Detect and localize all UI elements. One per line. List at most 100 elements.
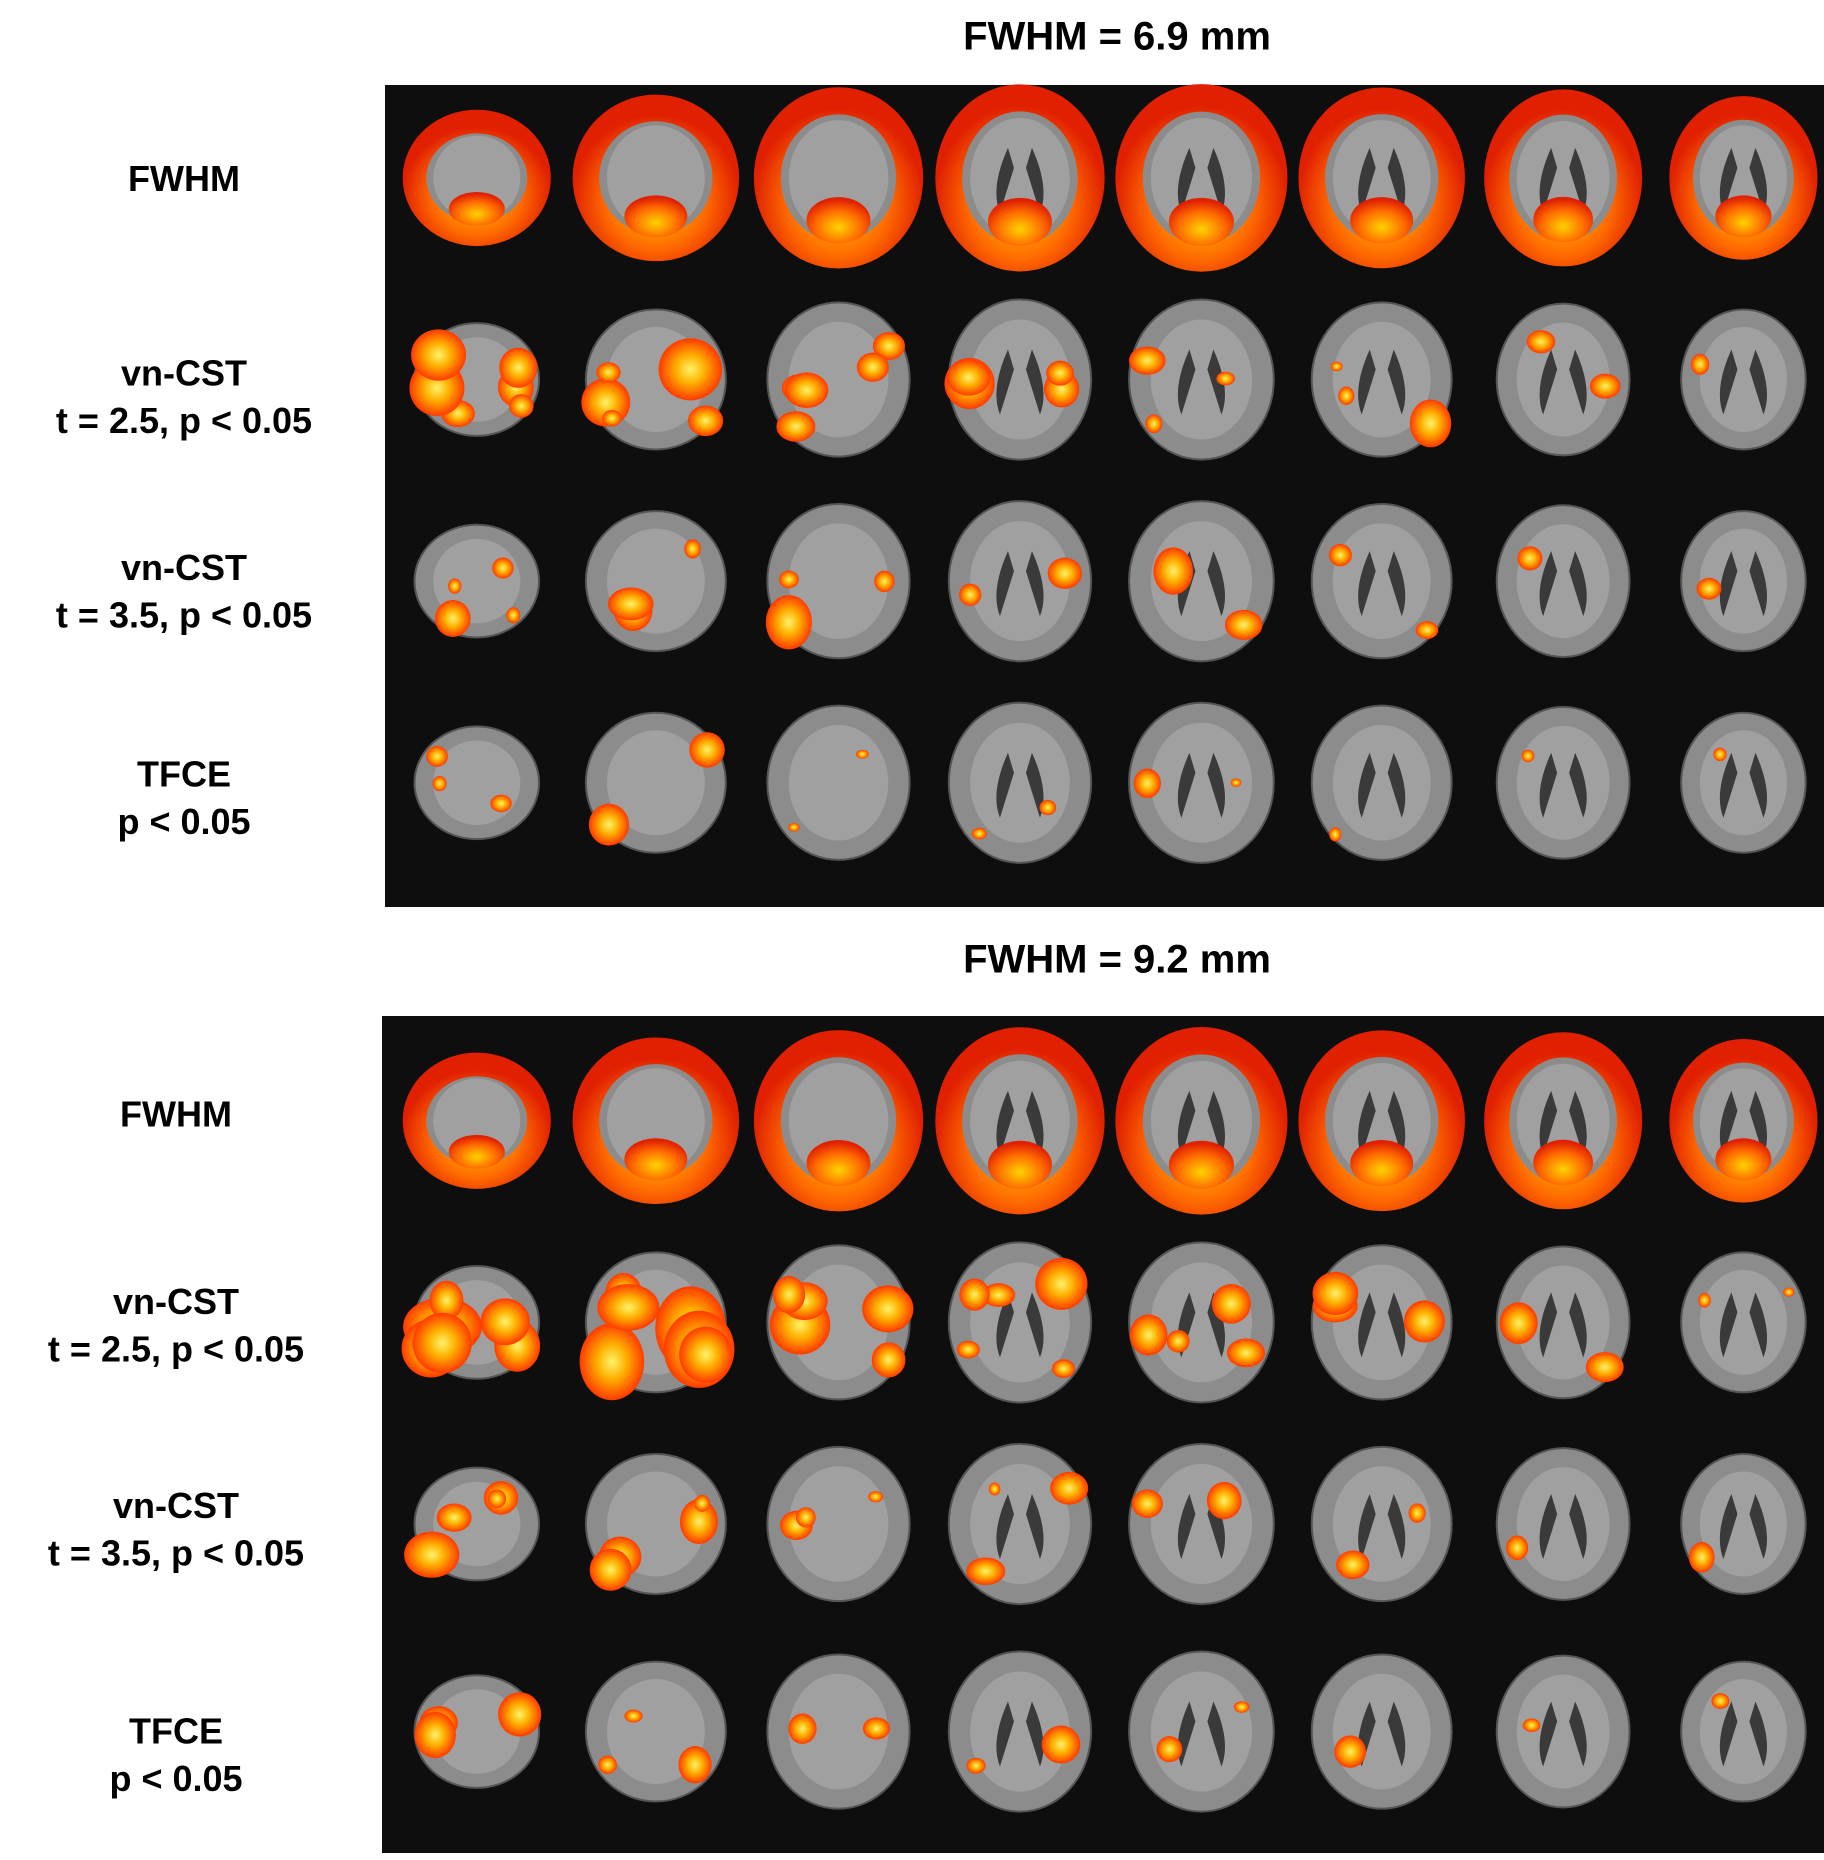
activation: [1350, 197, 1414, 244]
brain-slice: [402, 109, 551, 247]
ventricle: [1539, 1494, 1587, 1560]
activation: [1517, 546, 1543, 571]
white-matter: [1516, 1674, 1610, 1789]
activation: [1168, 197, 1234, 246]
ventricle: [996, 1494, 1044, 1560]
activation: [498, 1692, 542, 1737]
activation: [1211, 1283, 1251, 1324]
activation: [1046, 360, 1075, 386]
white-matter: [1699, 730, 1788, 836]
activation: [971, 827, 987, 840]
activation: [1224, 609, 1263, 640]
activation: [687, 405, 724, 437]
row-label: t = 3.5, p < 0.05: [48, 1533, 304, 1574]
brain-slice: [1298, 87, 1465, 269]
row-label: vn-CST: [113, 1281, 239, 1322]
brain-slice: [944, 298, 1093, 461]
activation: [572, 94, 740, 262]
activation: [679, 1326, 733, 1383]
brain-slice: [1310, 1653, 1453, 1810]
activation: [1783, 1287, 1795, 1297]
activation: [1133, 768, 1161, 799]
ventricle: [1358, 752, 1406, 818]
white-matter: [1150, 1463, 1253, 1585]
ventricle: [996, 349, 1044, 415]
white-matter: [970, 319, 1070, 440]
activation: [788, 822, 800, 832]
activation: [1131, 1489, 1163, 1518]
activation: [1669, 96, 1818, 260]
activation: [429, 1280, 464, 1320]
brain-slice: [1495, 1654, 1631, 1809]
brain-slice: [766, 301, 911, 458]
brain-slice: [1680, 1660, 1807, 1803]
white-matter: [1332, 1673, 1431, 1790]
activation: [1338, 386, 1355, 406]
activation: [402, 1052, 551, 1189]
activation: [1585, 1352, 1624, 1383]
activation: [1533, 1139, 1594, 1186]
activation: [1168, 1140, 1234, 1189]
brain-slice: [1495, 302, 1631, 457]
brain-slice: [584, 711, 727, 854]
activation: [1047, 557, 1082, 589]
activation: [1298, 1030, 1465, 1212]
brain-slice: [947, 1241, 1093, 1404]
activation: [480, 1298, 530, 1346]
activation: [499, 347, 538, 388]
activation: [684, 539, 701, 559]
ventricle: [996, 1292, 1044, 1358]
activation: [1153, 547, 1194, 595]
activation: [966, 1757, 986, 1774]
ventricle: [1358, 1494, 1406, 1560]
brain-slice: [1669, 1038, 1818, 1203]
brain-slice: [753, 1030, 924, 1212]
row-label: t = 2.5, p < 0.05: [48, 1329, 304, 1370]
ventricle: [1358, 1090, 1406, 1156]
activation: [508, 394, 534, 418]
activation: [1589, 373, 1621, 399]
activation: [981, 1283, 1016, 1307]
ventricle: [1719, 551, 1767, 617]
activation: [1234, 1701, 1250, 1713]
activation: [426, 745, 448, 767]
activation: [753, 87, 924, 269]
activation: [1698, 1293, 1711, 1308]
activation: [1145, 414, 1163, 434]
brain-slice: [413, 523, 541, 639]
ventricle: [1358, 1292, 1406, 1358]
brain-slice: [1484, 89, 1643, 267]
activation: [1051, 1359, 1076, 1378]
activation: [765, 595, 812, 650]
brain-slice: [1128, 1442, 1275, 1606]
activation: [598, 1755, 617, 1775]
activation: [679, 1499, 718, 1545]
activation: [1506, 1535, 1529, 1561]
activation: [624, 1138, 688, 1181]
brain-slice: [765, 503, 911, 660]
row-label: t = 3.5, p < 0.05: [56, 594, 312, 635]
activation: [1334, 1735, 1367, 1768]
activation: [753, 1030, 924, 1212]
activation: [1403, 1300, 1445, 1343]
activation: [1115, 1026, 1288, 1215]
activation: [589, 1548, 632, 1591]
activation: [624, 195, 688, 238]
white-matter: [788, 321, 889, 438]
activation: [1669, 1038, 1818, 1203]
ventricle: [1539, 147, 1587, 213]
brain-slice: [1310, 503, 1453, 660]
activation: [1230, 778, 1242, 788]
activation: [868, 1491, 884, 1503]
brain-slice: [1115, 1026, 1288, 1215]
ventricle: [1719, 1701, 1767, 1767]
brain-slice: [1680, 1251, 1807, 1394]
ventricle: [1539, 349, 1587, 415]
ventricle: [1358, 147, 1406, 213]
brain-slice: [947, 1442, 1093, 1606]
activation: [1041, 1725, 1081, 1764]
white-matter: [1332, 321, 1431, 438]
activation: [1415, 621, 1439, 640]
brain-slice: [584, 510, 727, 653]
